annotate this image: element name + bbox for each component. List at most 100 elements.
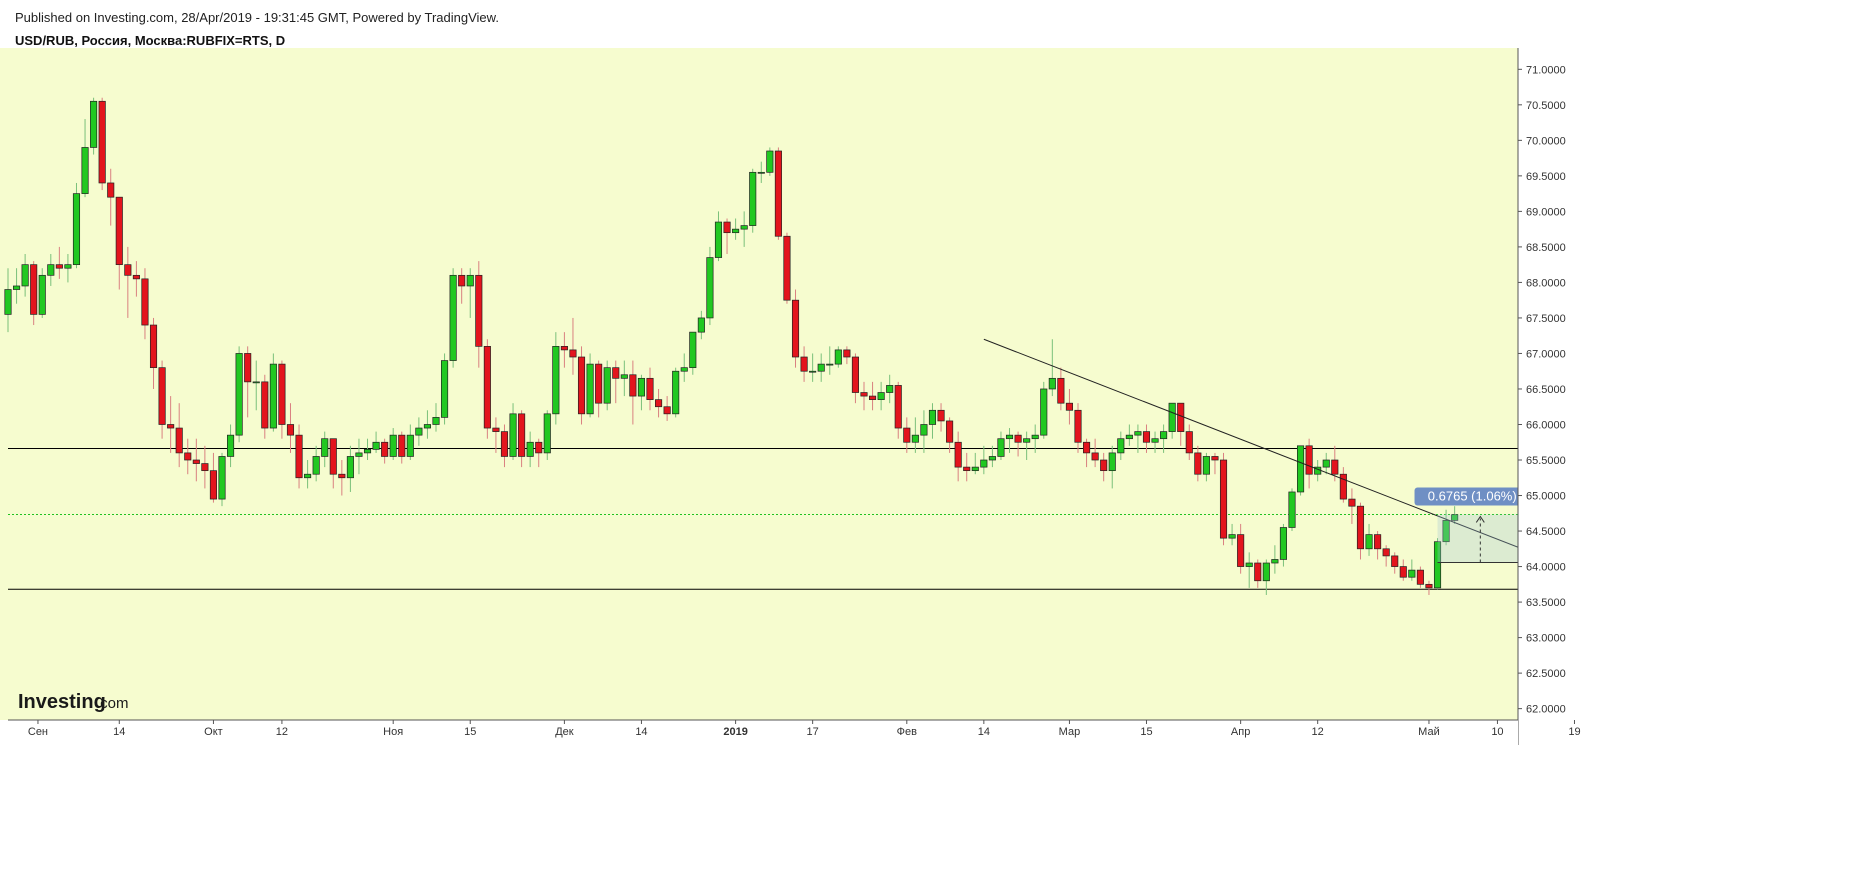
candle-up xyxy=(1228,523,1236,546)
candle-down xyxy=(1399,559,1407,581)
candle-body xyxy=(269,363,277,429)
candle-down xyxy=(903,417,911,453)
candle-body xyxy=(894,385,902,429)
candle-down xyxy=(1100,452,1108,482)
candle-body xyxy=(13,285,21,290)
candle-body xyxy=(877,392,885,400)
candle-down xyxy=(398,431,406,464)
symbol-title[interactable]: USD/RUB, Россия, Москва:RUBFIX=RTS, D xyxy=(15,33,286,48)
candle-up xyxy=(72,182,81,269)
candle-down xyxy=(261,374,269,439)
candle-body xyxy=(569,349,577,358)
candle-body xyxy=(244,353,252,383)
candle-down xyxy=(655,388,663,418)
candle-body xyxy=(740,225,748,230)
candle-down xyxy=(954,431,962,482)
time-axis[interactable]: Сен 14 Окт 12 Ноя 15 Дек 14 2019 17 Фев 14 Мар 15 Апр 1… xyxy=(0,719,1581,875)
candle-body xyxy=(826,363,834,366)
candle-body xyxy=(586,363,594,415)
candle-body xyxy=(851,356,859,393)
candle-body xyxy=(809,370,817,373)
candle-body xyxy=(860,392,868,397)
candle-up xyxy=(1108,445,1116,489)
y-tick-label: 62.0000 xyxy=(1526,704,1566,716)
candle-up xyxy=(1040,381,1048,439)
candle-up xyxy=(552,332,560,425)
candle-down xyxy=(569,317,577,375)
candle-body xyxy=(1365,534,1373,550)
candle-up xyxy=(1271,545,1279,574)
candle-up xyxy=(252,360,260,411)
candle-body xyxy=(209,470,217,500)
candle-down xyxy=(1211,452,1219,475)
candle-body xyxy=(646,377,654,400)
candle-down xyxy=(894,381,902,439)
candle-body xyxy=(886,385,894,393)
chart-header: Published on Investing.com, 28/Apr/2019 … xyxy=(0,0,1853,56)
candle-up xyxy=(1151,431,1159,453)
candle-up xyxy=(449,268,457,368)
candle-up xyxy=(372,431,380,453)
candle-up xyxy=(689,331,697,375)
candle-down xyxy=(167,396,175,453)
candle-up xyxy=(1442,509,1450,546)
candles xyxy=(4,97,1459,595)
candle-body xyxy=(1014,434,1022,443)
x-tick-label: Ноя xyxy=(383,726,403,738)
candle-body xyxy=(817,363,825,372)
trend-line[interactable] xyxy=(983,338,1541,557)
candle-body xyxy=(1425,583,1433,589)
candle-up xyxy=(526,431,534,468)
y-tick-label: 63.0000 xyxy=(1526,633,1566,645)
candle-down xyxy=(201,445,209,489)
x-tick-label: Мар xyxy=(1059,726,1081,738)
candle-body xyxy=(689,331,697,369)
x-tick-label: Дек xyxy=(555,726,574,738)
y-tick-label: 64.0000 xyxy=(1526,562,1566,574)
candle-body xyxy=(732,228,740,234)
candle-body xyxy=(783,235,791,301)
candle-down xyxy=(663,396,671,421)
candle-down xyxy=(329,438,337,489)
candle-up xyxy=(809,353,817,382)
candle-body xyxy=(286,424,295,436)
candle-body xyxy=(920,424,928,436)
candle-down xyxy=(1237,523,1245,574)
candle-down xyxy=(1425,580,1433,595)
candle-body xyxy=(201,463,209,472)
candle-body xyxy=(800,356,808,372)
candle-body xyxy=(1134,431,1142,436)
candle-up xyxy=(90,97,98,155)
candle-down xyxy=(1416,566,1424,588)
candle-body xyxy=(398,434,406,457)
candle-up xyxy=(766,147,774,176)
candle-up xyxy=(1031,424,1039,453)
candle-body xyxy=(389,434,397,457)
candle-body xyxy=(363,449,372,454)
candle-body xyxy=(64,264,72,269)
candle-body xyxy=(1451,514,1459,521)
price-axis[interactable]: 71.0000 70.5000 70.0000 69.5000 69.0000 68.50… xyxy=(1517,48,1853,875)
candle-down xyxy=(560,332,568,368)
candle-down xyxy=(535,438,543,468)
candle-down xyxy=(500,424,509,468)
candle-body xyxy=(4,289,12,315)
candle-up xyxy=(1245,552,1253,588)
x-tick-label: Фев xyxy=(897,726,917,738)
candle-up xyxy=(740,211,748,247)
x-tick-label: Апр xyxy=(1231,726,1250,738)
candle-up xyxy=(13,268,21,304)
candle-body xyxy=(1065,402,1073,411)
candle-body xyxy=(115,196,123,266)
x-tick-label: 14 xyxy=(113,726,125,738)
candle-body xyxy=(980,459,988,468)
candle-up xyxy=(1288,488,1296,532)
candle-up xyxy=(1451,506,1459,524)
candle-body xyxy=(72,193,81,266)
y-tick-label: 70.0000 xyxy=(1526,135,1566,147)
candle-up xyxy=(928,403,937,439)
x-tick-label: 10 xyxy=(1491,726,1503,738)
candle-down xyxy=(595,360,603,418)
candle-down xyxy=(278,360,286,439)
